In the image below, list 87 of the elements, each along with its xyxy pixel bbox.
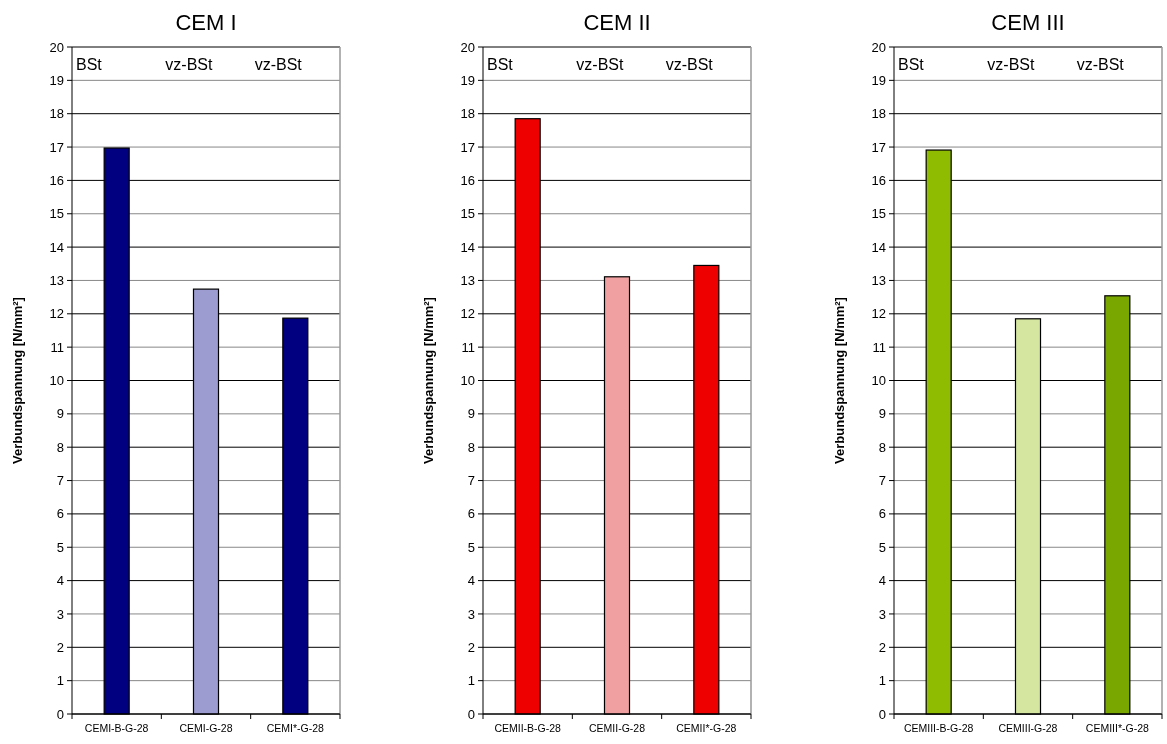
y-tick-label: 16: [871, 172, 886, 188]
annotation: vz-BSt: [987, 55, 1036, 73]
y-tick-label: 3: [56, 606, 64, 622]
y-tick-label: 11: [461, 339, 475, 355]
y-tick-label: 9: [56, 406, 64, 422]
y-tick-label: 13: [460, 273, 475, 288]
y-tick-label: 20: [49, 39, 64, 55]
annotation: vz-BSt: [665, 55, 714, 73]
annotation: vz-BSt: [254, 55, 303, 73]
x-tick-label: CEMI-G-28: [179, 722, 233, 734]
y-tick-label: 1: [56, 673, 64, 689]
y-tick-label: 20: [871, 39, 886, 55]
y-tick-label: 6: [56, 506, 64, 522]
y-tick-label: 13: [871, 273, 886, 288]
y-tick-label: 15: [460, 206, 475, 222]
y-tick-label: 18: [871, 106, 886, 122]
y-tick-label: 7: [56, 473, 64, 489]
y-tick-label: 3: [467, 606, 475, 622]
y-tick-label: 7: [467, 473, 475, 489]
y-tick-label: 19: [871, 72, 886, 88]
y-tick-label: 8: [467, 439, 475, 455]
y-tick-label: 2: [56, 639, 64, 655]
y-tick-label: 8: [878, 439, 886, 455]
y-tick-label: 13: [49, 273, 64, 288]
y-axis-title: Verbundspannung [N/mm²]: [832, 297, 847, 464]
y-tick-label: 18: [49, 106, 64, 122]
annotation: BSt: [487, 55, 514, 73]
y-tick-label: 5: [56, 539, 64, 555]
y-tick-label: 2: [878, 639, 886, 655]
y-tick-label: 1: [878, 673, 886, 689]
y-tick-label: 4: [56, 573, 64, 589]
chart-title: CEM II: [583, 10, 651, 35]
y-axis-title: Verbundspannung [N/mm²]: [421, 297, 436, 464]
y-tick-label: 0: [878, 706, 886, 722]
annotation: BSt: [898, 55, 925, 73]
y-tick-label: 4: [878, 573, 886, 589]
x-tick-label: CEMI-B-G-28: [84, 722, 149, 734]
y-tick-label: 8: [56, 439, 64, 455]
y-tick-label: 1: [467, 673, 475, 689]
y-tick-label: 16: [49, 172, 64, 188]
y-tick-label: 19: [49, 72, 64, 88]
y-tick-label: 0: [467, 706, 475, 722]
y-tick-label: 15: [871, 206, 886, 222]
annotation: vz-BSt: [165, 55, 214, 73]
y-tick-label: 6: [878, 506, 886, 522]
annotation: vz-BSt: [1076, 55, 1125, 73]
x-tick-label: CEMIII-G-28: [998, 722, 1058, 734]
y-tick-label: 3: [878, 606, 886, 622]
y-tick-label: 2: [467, 639, 475, 655]
y-tick-label: 18: [460, 106, 475, 122]
x-tick-label: CEMII-G-28: [588, 722, 646, 734]
y-tick-label: 14: [49, 239, 64, 255]
y-tick-label: 15: [49, 206, 64, 222]
y-tick-label: 20: [460, 39, 475, 55]
y-tick-label: 9: [467, 406, 475, 422]
chart-title: CEM III: [991, 10, 1065, 35]
y-tick-label: 4: [467, 573, 475, 589]
chart-title: CEM I: [175, 10, 237, 35]
x-tick-label: CEMIII*-G-28: [1085, 722, 1149, 734]
annotation: BSt: [76, 55, 103, 73]
y-tick-label: 14: [460, 239, 475, 255]
y-tick-label: 14: [871, 239, 886, 255]
y-tick-label: 11: [50, 339, 64, 355]
y-tick-label: 5: [878, 539, 886, 555]
y-tick-label: 16: [460, 172, 475, 188]
y-axis-title: Verbundspannung [N/mm²]: [10, 297, 25, 464]
y-tick-label: 9: [878, 406, 886, 422]
y-tick-label: 7: [878, 473, 886, 489]
y-tick-label: 12: [49, 306, 64, 322]
x-tick-label: CEMII-B-G-28: [494, 722, 562, 734]
y-tick-label: 10: [460, 373, 475, 389]
y-tick-label: 19: [460, 72, 475, 88]
y-tick-label: 17: [49, 139, 64, 155]
y-tick-label: 6: [467, 506, 475, 522]
x-tick-label: CEMIII-B-G-28: [903, 722, 974, 734]
y-tick-label: 5: [467, 539, 475, 555]
y-tick-label: 10: [49, 373, 64, 389]
y-tick-label: 11: [872, 339, 886, 355]
y-tick-label: 10: [871, 373, 886, 389]
y-tick-label: 17: [460, 139, 475, 155]
x-tick-label: CEMI*-G-28: [266, 722, 325, 734]
y-tick-label: 12: [871, 306, 886, 322]
y-tick-label: 17: [871, 139, 886, 155]
y-tick-label: 12: [460, 306, 475, 322]
annotation: vz-BSt: [576, 55, 625, 73]
x-tick-label: CEMII*-G-28: [676, 722, 737, 734]
y-tick-label: 0: [56, 706, 64, 722]
